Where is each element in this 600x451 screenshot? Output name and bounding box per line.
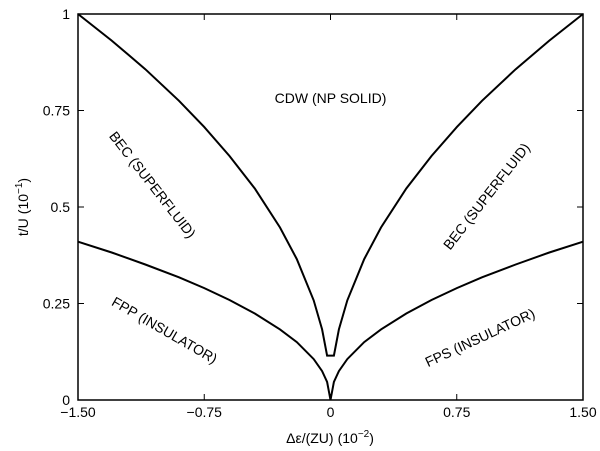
boundary-curve-1 — [77, 240, 584, 401]
x-tick-label-3: 0.75 — [443, 404, 470, 420]
boundary-curve-0 — [77, 13, 584, 357]
axis-ticks — [77, 13, 584, 401]
region-label-2: BEC (SUPERFLUID) — [440, 140, 533, 253]
x-tick-label-0: −1.50 — [60, 404, 96, 420]
x-tick-label-2: 0 — [327, 404, 335, 420]
phase-boundary-curves — [77, 13, 584, 401]
plot-frame — [77, 13, 584, 401]
x-axis-label-main: Δε/(ZU) — [286, 430, 333, 446]
region-label-1: BEC (SUPERFLUID) — [106, 128, 199, 241]
region-label-4: FPS (INSULATOR) — [422, 305, 537, 370]
y-axis-label-close: ) — [15, 178, 31, 183]
y-tick-label-3: 0.75 — [43, 103, 70, 119]
y-tick-labels: 0 0.25 0.5 0.75 1 — [43, 6, 70, 408]
y-axis-label-exponent: −1 — [14, 182, 25, 194]
y-tick-label-4: 1 — [62, 6, 70, 22]
y-tick-label-1: 0.25 — [43, 296, 70, 312]
y-axis-label-main: t/U — [15, 218, 31, 236]
x-tick-label-4: 1.50 — [569, 404, 596, 420]
x-axis-label: Δε/(ZU) (10−2) — [286, 429, 374, 446]
y-tick-label-0: 0 — [62, 392, 70, 408]
y-axis-label: t/U (10−1) — [14, 178, 31, 236]
x-tick-label-1: −0.75 — [187, 404, 223, 420]
region-label-3: FPP (INSULATOR) — [109, 293, 220, 366]
region-label-0: CDW (NP SOLID) — [275, 90, 387, 106]
y-tick-label-2: 0.5 — [51, 199, 71, 215]
x-axis-label-close: ) — [369, 430, 374, 446]
x-tick-labels: −1.50 −0.75 0 0.75 1.50 — [60, 404, 597, 420]
x-axis-label-unit: (10 — [338, 430, 358, 446]
y-axis-label-unit: (10 — [15, 194, 31, 214]
x-axis-label-exponent: −2 — [358, 429, 370, 440]
